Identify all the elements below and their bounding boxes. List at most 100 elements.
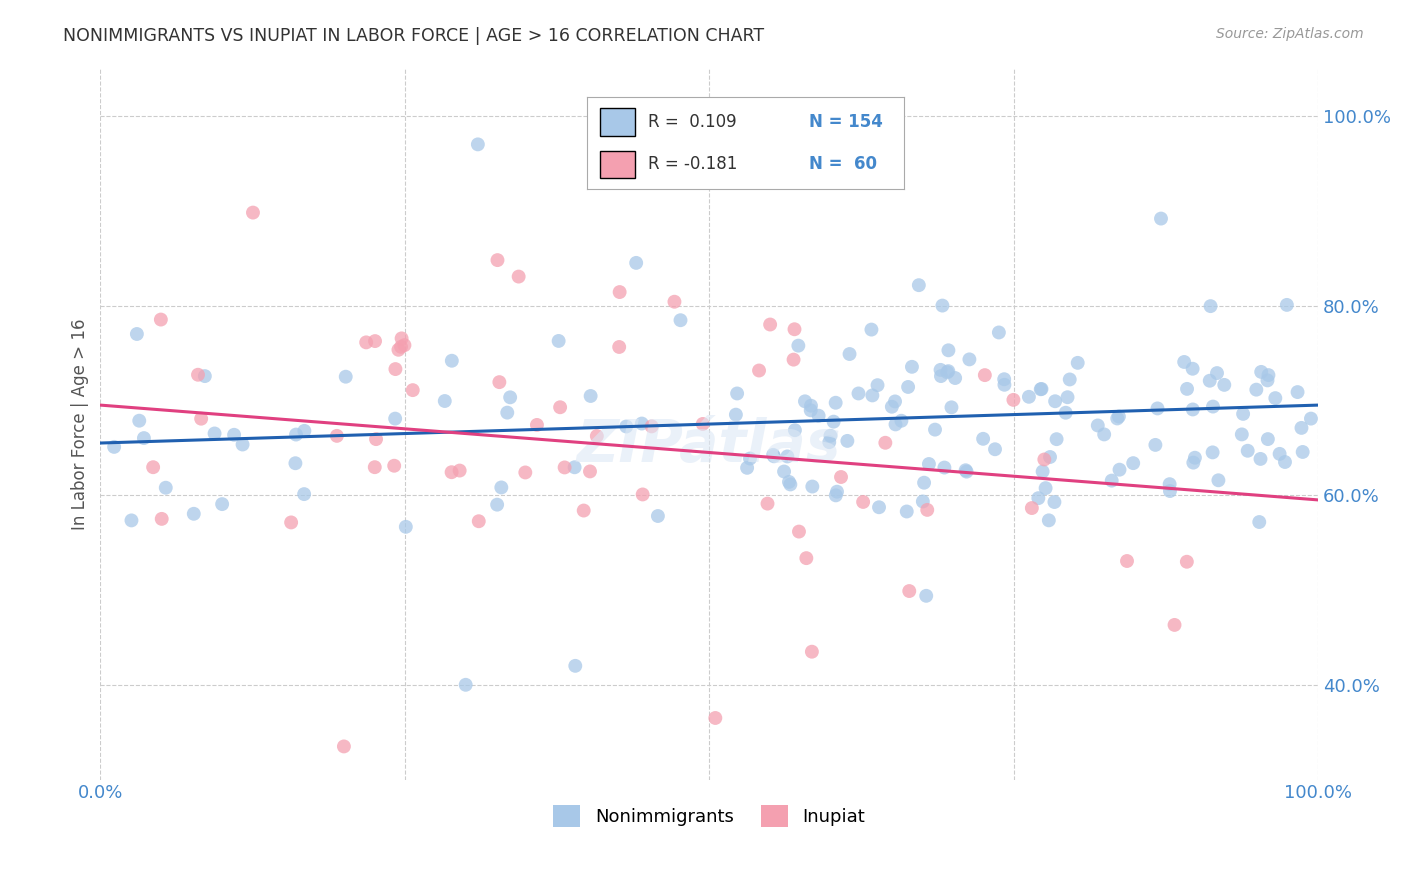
Point (292, 487, 315, 501)
Point (402, 383, 425, 397)
Point (149, 312, 172, 326)
Point (280, 516, 302, 530)
Point (1159, 483, 1181, 498)
Point (934, 460, 956, 475)
Point (440, 465, 463, 479)
Point (1045, 432, 1067, 446)
Point (103, 440, 125, 454)
Point (486, 253, 509, 268)
Point (150, 512, 173, 526)
Point (1146, 401, 1168, 416)
Point (1181, 402, 1204, 417)
Point (454, 678, 477, 692)
Point (818, 435, 841, 450)
Point (1087, 418, 1109, 433)
Point (1163, 618, 1185, 632)
Point (1144, 438, 1167, 452)
Point (1159, 477, 1181, 491)
Point (468, 514, 491, 528)
Point (1107, 411, 1129, 425)
Point (918, 457, 941, 471)
Point (1067, 356, 1090, 370)
Point (204, 426, 226, 441)
Text: NONIMMIGRANTS VS INUPIAT IN LABOR FORCE | AGE > 16 CORRELATION CHART: NONIMMIGRANTS VS INUPIAT IN LABOR FORCE … (63, 27, 765, 45)
Point (1054, 406, 1077, 420)
Point (433, 394, 456, 409)
Point (796, 551, 818, 566)
Point (364, 460, 387, 475)
Point (800, 399, 823, 413)
Point (554, 460, 576, 475)
Text: ZIPátlas: ZIPátlas (576, 417, 842, 474)
Point (908, 278, 931, 293)
Point (222, 427, 245, 442)
Point (395, 520, 418, 534)
Point (579, 389, 602, 403)
Point (640, 419, 662, 434)
Point (973, 368, 995, 383)
Point (735, 460, 758, 475)
Point (924, 423, 946, 437)
Point (515, 466, 537, 480)
Point (547, 334, 569, 348)
Point (1108, 409, 1130, 424)
Point (391, 331, 413, 345)
Point (884, 417, 907, 432)
Point (1291, 421, 1313, 435)
Point (1029, 382, 1052, 396)
Point (704, 711, 727, 725)
Point (779, 477, 801, 491)
Point (128, 414, 150, 428)
Point (759, 318, 782, 332)
Point (724, 408, 747, 422)
Point (121, 513, 143, 527)
Point (941, 401, 963, 415)
Point (890, 414, 912, 428)
Point (155, 481, 177, 495)
Point (647, 508, 669, 523)
Point (664, 294, 686, 309)
Point (837, 434, 859, 448)
Point (896, 504, 918, 518)
Point (1092, 427, 1115, 442)
Point (486, 498, 509, 512)
Point (993, 377, 1015, 392)
Point (738, 451, 761, 466)
Point (915, 589, 938, 603)
Point (449, 464, 471, 478)
Point (333, 739, 356, 754)
Point (1101, 474, 1123, 488)
Point (1056, 390, 1078, 404)
Point (364, 334, 387, 348)
Point (901, 359, 924, 374)
Point (993, 372, 1015, 386)
Point (860, 388, 883, 402)
Point (1043, 495, 1066, 509)
Point (1182, 456, 1205, 470)
Point (232, 437, 254, 451)
Point (187, 368, 209, 382)
Point (748, 363, 770, 377)
Point (1122, 456, 1144, 470)
Point (326, 429, 349, 443)
Point (931, 299, 953, 313)
Point (830, 470, 852, 484)
Point (898, 584, 921, 599)
Point (194, 369, 217, 384)
Point (800, 645, 823, 659)
Point (787, 338, 810, 352)
Point (783, 423, 806, 437)
Point (1039, 450, 1062, 464)
Point (624, 256, 647, 270)
Point (496, 406, 519, 420)
Point (1264, 391, 1286, 405)
Point (1274, 455, 1296, 469)
Point (564, 460, 586, 475)
Point (1257, 368, 1279, 383)
Point (548, 401, 571, 415)
Point (1213, 377, 1236, 392)
Point (794, 394, 817, 409)
Point (838, 347, 860, 361)
Point (911, 494, 934, 508)
Point (609, 285, 631, 299)
